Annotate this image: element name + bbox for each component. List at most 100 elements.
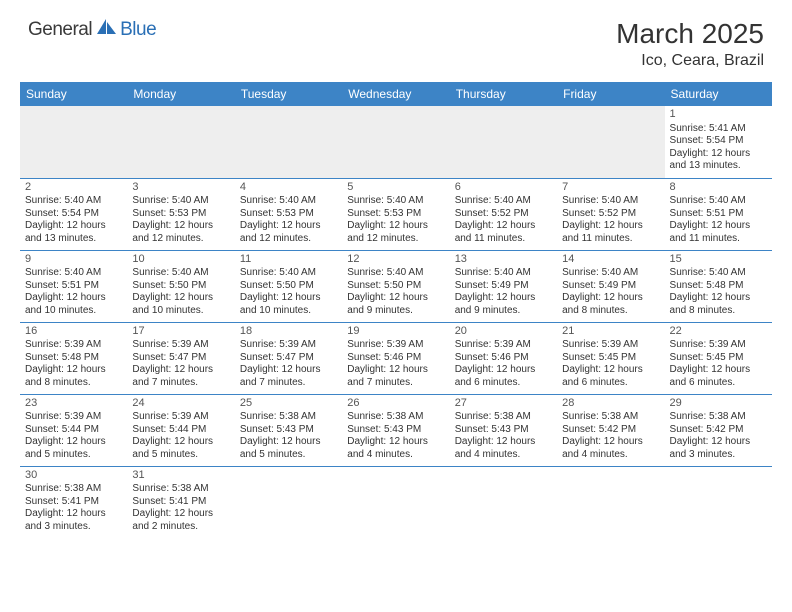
- calendar-cell: 5Sunrise: 5:40 AMSunset: 5:53 PMDaylight…: [342, 178, 449, 250]
- day-number: 28: [562, 397, 659, 411]
- daylight-line: Daylight: 12 hours and 5 minutes.: [240, 436, 337, 461]
- day-number: 26: [347, 397, 444, 411]
- sunrise-line: Sunrise: 5:39 AM: [132, 411, 229, 424]
- calendar-cell: [20, 106, 127, 178]
- sunrise-line: Sunrise: 5:40 AM: [25, 267, 122, 280]
- sunset-line: Sunset: 5:47 PM: [132, 352, 229, 365]
- calendar-cell: [450, 466, 557, 538]
- calendar-row: 1Sunrise: 5:41 AMSunset: 5:54 PMDaylight…: [20, 106, 772, 178]
- calendar-row: 23Sunrise: 5:39 AMSunset: 5:44 PMDayligh…: [20, 394, 772, 466]
- sunset-line: Sunset: 5:44 PM: [25, 424, 122, 437]
- sunset-line: Sunset: 5:49 PM: [562, 280, 659, 293]
- day-number: 19: [347, 325, 444, 339]
- day-number: 11: [240, 253, 337, 267]
- daylight-line: Daylight: 12 hours and 6 minutes.: [455, 364, 552, 389]
- calendar-cell: 12Sunrise: 5:40 AMSunset: 5:50 PMDayligh…: [342, 250, 449, 322]
- calendar-cell: [450, 106, 557, 178]
- sunset-line: Sunset: 5:54 PM: [25, 208, 122, 221]
- day-number: 27: [455, 397, 552, 411]
- sunrise-line: Sunrise: 5:40 AM: [562, 267, 659, 280]
- day-number: 13: [455, 253, 552, 267]
- sunrise-line: Sunrise: 5:39 AM: [132, 339, 229, 352]
- sunset-line: Sunset: 5:48 PM: [670, 280, 767, 293]
- calendar-cell: [127, 106, 234, 178]
- sunrise-line: Sunrise: 5:40 AM: [25, 195, 122, 208]
- sunset-line: Sunset: 5:42 PM: [670, 424, 767, 437]
- daylight-line: Daylight: 12 hours and 4 minutes.: [562, 436, 659, 461]
- calendar-cell: [235, 466, 342, 538]
- sunset-line: Sunset: 5:46 PM: [347, 352, 444, 365]
- day-number: 29: [670, 397, 767, 411]
- sunrise-line: Sunrise: 5:38 AM: [670, 411, 767, 424]
- sunrise-line: Sunrise: 5:41 AM: [670, 123, 767, 136]
- daylight-line: Daylight: 12 hours and 10 minutes.: [240, 292, 337, 317]
- day-number: 31: [132, 469, 229, 483]
- calendar-cell: 11Sunrise: 5:40 AMSunset: 5:50 PMDayligh…: [235, 250, 342, 322]
- logo-text-blue: Blue: [120, 19, 156, 41]
- calendar-cell: 22Sunrise: 5:39 AMSunset: 5:45 PMDayligh…: [665, 322, 772, 394]
- daylight-line: Daylight: 12 hours and 9 minutes.: [455, 292, 552, 317]
- calendar-cell: 16Sunrise: 5:39 AMSunset: 5:48 PMDayligh…: [20, 322, 127, 394]
- day-number: 15: [670, 253, 767, 267]
- sunset-line: Sunset: 5:52 PM: [562, 208, 659, 221]
- sunrise-line: Sunrise: 5:40 AM: [347, 195, 444, 208]
- daylight-line: Daylight: 12 hours and 5 minutes.: [25, 436, 122, 461]
- daylight-line: Daylight: 12 hours and 6 minutes.: [670, 364, 767, 389]
- calendar-cell: 20Sunrise: 5:39 AMSunset: 5:46 PMDayligh…: [450, 322, 557, 394]
- calendar-cell: 18Sunrise: 5:39 AMSunset: 5:47 PMDayligh…: [235, 322, 342, 394]
- calendar-cell: 17Sunrise: 5:39 AMSunset: 5:47 PMDayligh…: [127, 322, 234, 394]
- calendar-row: 16Sunrise: 5:39 AMSunset: 5:48 PMDayligh…: [20, 322, 772, 394]
- sunrise-line: Sunrise: 5:40 AM: [562, 195, 659, 208]
- calendar-cell: 19Sunrise: 5:39 AMSunset: 5:46 PMDayligh…: [342, 322, 449, 394]
- day-number: 25: [240, 397, 337, 411]
- calendar-cell: 25Sunrise: 5:38 AMSunset: 5:43 PMDayligh…: [235, 394, 342, 466]
- daylight-line: Daylight: 12 hours and 12 minutes.: [347, 220, 444, 245]
- sunset-line: Sunset: 5:51 PM: [670, 208, 767, 221]
- sunset-line: Sunset: 5:42 PM: [562, 424, 659, 437]
- day-number: 30: [25, 469, 122, 483]
- calendar-cell: 1Sunrise: 5:41 AMSunset: 5:54 PMDaylight…: [665, 106, 772, 178]
- sunset-line: Sunset: 5:48 PM: [25, 352, 122, 365]
- calendar-row: 9Sunrise: 5:40 AMSunset: 5:51 PMDaylight…: [20, 250, 772, 322]
- sunrise-line: Sunrise: 5:38 AM: [562, 411, 659, 424]
- daylight-line: Daylight: 12 hours and 8 minutes.: [562, 292, 659, 317]
- sunset-line: Sunset: 5:45 PM: [562, 352, 659, 365]
- sunrise-line: Sunrise: 5:38 AM: [240, 411, 337, 424]
- daylight-line: Daylight: 12 hours and 11 minutes.: [670, 220, 767, 245]
- sunrise-line: Sunrise: 5:40 AM: [670, 267, 767, 280]
- day-header-row: SundayMondayTuesdayWednesdayThursdayFrid…: [20, 82, 772, 106]
- day-number: 12: [347, 253, 444, 267]
- calendar-cell: 29Sunrise: 5:38 AMSunset: 5:42 PMDayligh…: [665, 394, 772, 466]
- sunrise-line: Sunrise: 5:40 AM: [240, 267, 337, 280]
- header: General Blue March 2025 Ico, Ceara, Braz…: [0, 0, 792, 76]
- sunset-line: Sunset: 5:43 PM: [347, 424, 444, 437]
- calendar-cell: 28Sunrise: 5:38 AMSunset: 5:42 PMDayligh…: [557, 394, 664, 466]
- sunrise-line: Sunrise: 5:38 AM: [347, 411, 444, 424]
- daylight-line: Daylight: 12 hours and 9 minutes.: [347, 292, 444, 317]
- sunrise-line: Sunrise: 5:39 AM: [562, 339, 659, 352]
- calendar-cell: 7Sunrise: 5:40 AMSunset: 5:52 PMDaylight…: [557, 178, 664, 250]
- daylight-line: Daylight: 12 hours and 3 minutes.: [670, 436, 767, 461]
- daylight-line: Daylight: 12 hours and 12 minutes.: [240, 220, 337, 245]
- day-number: 10: [132, 253, 229, 267]
- calendar-cell: [235, 106, 342, 178]
- day-number: 16: [25, 325, 122, 339]
- day-number: 5: [347, 181, 444, 195]
- sunset-line: Sunset: 5:50 PM: [347, 280, 444, 293]
- daylight-line: Daylight: 12 hours and 4 minutes.: [455, 436, 552, 461]
- calendar-cell: 15Sunrise: 5:40 AMSunset: 5:48 PMDayligh…: [665, 250, 772, 322]
- month-title: March 2025: [616, 18, 764, 50]
- calendar-row: 2Sunrise: 5:40 AMSunset: 5:54 PMDaylight…: [20, 178, 772, 250]
- sunrise-line: Sunrise: 5:39 AM: [670, 339, 767, 352]
- daylight-line: Daylight: 12 hours and 13 minutes.: [670, 148, 767, 173]
- day-number: 24: [132, 397, 229, 411]
- day-number: 17: [132, 325, 229, 339]
- sunset-line: Sunset: 5:44 PM: [132, 424, 229, 437]
- daylight-line: Daylight: 12 hours and 11 minutes.: [455, 220, 552, 245]
- daylight-line: Daylight: 12 hours and 8 minutes.: [25, 364, 122, 389]
- sunrise-line: Sunrise: 5:39 AM: [25, 339, 122, 352]
- day-number: 2: [25, 181, 122, 195]
- sunrise-line: Sunrise: 5:39 AM: [240, 339, 337, 352]
- calendar-cell: [557, 466, 664, 538]
- daylight-line: Daylight: 12 hours and 10 minutes.: [25, 292, 122, 317]
